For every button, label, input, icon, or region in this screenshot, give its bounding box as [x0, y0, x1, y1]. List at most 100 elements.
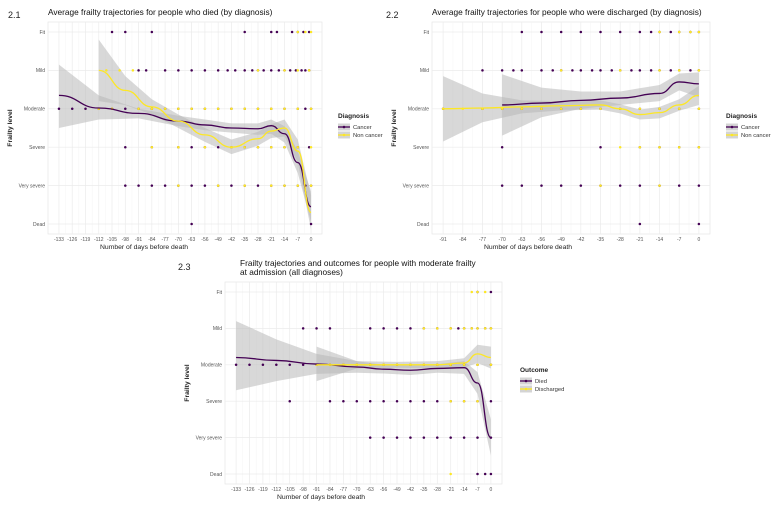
legend: Diagnosis Cancer Non cancer [726, 113, 771, 139]
y-tick-label: Fit [216, 290, 222, 296]
x-axis-label: Number of days before death [277, 494, 365, 501]
panel-label: 2.3 [178, 262, 191, 272]
chart-title: at admission (all diagnoses) [240, 267, 343, 277]
data-point [296, 184, 300, 187]
data-point [599, 30, 602, 34]
x-tick-label: 0 [697, 237, 700, 243]
data-point [150, 107, 154, 111]
data-point [409, 436, 412, 439]
legend-key-point [524, 387, 528, 391]
x-tick-label: -42 [407, 487, 414, 493]
data-point [296, 30, 300, 34]
data-point [599, 145, 602, 149]
data-point [301, 363, 305, 367]
x-tick-label: -14 [460, 487, 467, 493]
data-point [382, 399, 385, 403]
data-point [559, 107, 563, 111]
data-point [638, 145, 642, 149]
data-point [500, 145, 504, 149]
data-point [481, 69, 484, 72]
data-point [599, 69, 602, 72]
data-point [177, 145, 180, 149]
data-point [520, 107, 524, 111]
data-point [658, 145, 661, 149]
data-point [476, 399, 479, 403]
x-tick-label: -126 [67, 237, 77, 243]
x-tick-label: -91 [313, 487, 320, 493]
x-tick-label: -56 [380, 487, 387, 493]
data-point [304, 107, 307, 111]
data-point [658, 69, 661, 72]
data-point [476, 472, 479, 476]
data-point [269, 30, 273, 34]
data-point [470, 290, 474, 294]
data-point [540, 107, 543, 111]
data-point [422, 399, 426, 403]
x-tick-label: -91 [135, 237, 142, 243]
data-point [462, 436, 466, 439]
data-point [579, 69, 583, 72]
data-point [315, 327, 318, 330]
legend-item-label: Died [535, 379, 547, 385]
data-point [638, 107, 642, 111]
data-point [304, 69, 307, 72]
data-point [436, 327, 439, 330]
data-point [302, 30, 305, 34]
data-point [489, 472, 493, 476]
data-point [476, 363, 479, 367]
confidence-band-discharged [316, 344, 491, 382]
data-point [256, 107, 260, 111]
x-tick-label: -28 [434, 487, 441, 493]
data-point [251, 69, 254, 72]
data-point [177, 69, 180, 72]
data-point [269, 69, 273, 72]
data-point [677, 107, 681, 111]
data-point [500, 184, 504, 187]
data-point [203, 184, 207, 187]
data-point [203, 145, 207, 149]
data-point [150, 145, 154, 149]
data-point [118, 69, 121, 72]
data-point [256, 145, 260, 149]
data-point [462, 363, 466, 367]
data-point [571, 69, 574, 72]
data-point [269, 184, 273, 187]
data-point [368, 399, 372, 403]
data-point [243, 184, 246, 187]
x-tick-label: -14 [281, 237, 288, 243]
data-point [243, 145, 246, 149]
y-tick-label: Fit [423, 30, 429, 36]
data-point [233, 69, 237, 72]
legend-item-label: Discharged [535, 387, 564, 393]
y-tick-label: Mild [420, 68, 429, 74]
data-point [216, 107, 220, 111]
data-point [131, 69, 135, 72]
legend-item-label: Cancer [353, 125, 372, 131]
data-point [618, 184, 622, 187]
x-tick-label: -35 [420, 487, 427, 493]
data-point [163, 107, 167, 111]
legend-key-point [342, 125, 346, 129]
x-tick-label: -21 [447, 487, 454, 493]
data-point [307, 145, 311, 149]
x-tick-label: -91 [440, 237, 447, 243]
data-point [124, 184, 127, 187]
data-point [409, 327, 412, 330]
data-point [368, 327, 372, 330]
data-point [489, 399, 493, 403]
data-point [669, 30, 673, 34]
x-tick-label: -28 [254, 237, 261, 243]
data-point [409, 399, 412, 403]
data-point [105, 69, 108, 72]
data-point [283, 69, 286, 72]
data-point [309, 107, 313, 111]
data-point [163, 184, 167, 187]
data-point [449, 399, 452, 403]
data-point [177, 107, 180, 111]
data-point [57, 107, 61, 111]
y-tick-label: Moderate [408, 107, 429, 113]
data-point [230, 107, 233, 111]
x-tick-label: -77 [479, 237, 486, 243]
data-point [216, 145, 220, 149]
x-tick-label: -63 [518, 237, 525, 243]
